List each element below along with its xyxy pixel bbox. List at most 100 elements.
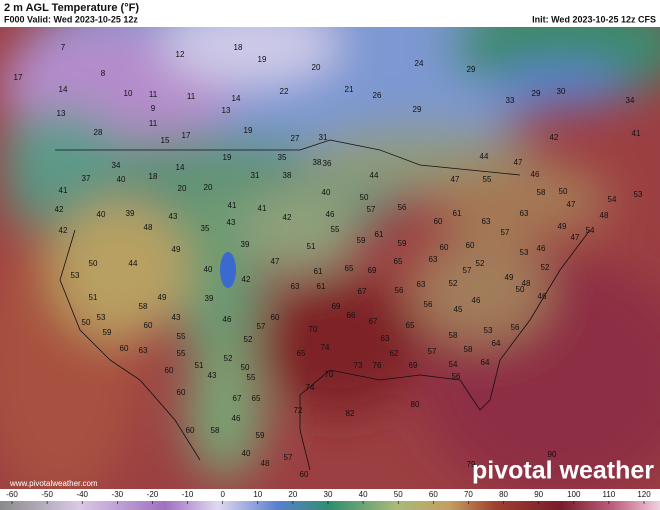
temperature-label: 61 bbox=[453, 209, 462, 218]
temperature-label: 59 bbox=[398, 239, 407, 248]
temperature-label: 8 bbox=[101, 69, 106, 78]
temperature-label: 44 bbox=[370, 171, 379, 180]
temperature-labels: 7 17 8 14 10 11 11 14 12 18 19 20 22 21 24 26 29 9 13 13 11 2… bbox=[14, 43, 643, 479]
temperature-label: 14 bbox=[59, 85, 68, 94]
temperature-label: 47 bbox=[451, 175, 460, 184]
temperature-label: 45 bbox=[454, 305, 463, 314]
temperature-label: 73 bbox=[354, 361, 363, 370]
source-url: www.pivotalweather.com bbox=[9, 479, 98, 488]
temperature-label: 51 bbox=[307, 242, 316, 251]
temperature-label: 13 bbox=[222, 106, 231, 115]
temperature-label: 48 bbox=[600, 211, 609, 220]
temperature-label: 35 bbox=[201, 224, 210, 233]
temperature-label: 58 bbox=[211, 426, 220, 435]
temperature-label: 48 bbox=[261, 459, 270, 468]
temperature-label: 41 bbox=[228, 201, 237, 210]
temperature-label: 34 bbox=[112, 161, 121, 170]
temperature-label: 42 bbox=[242, 275, 251, 284]
temperature-label: 52 bbox=[541, 263, 550, 272]
temperature-label: 57 bbox=[367, 205, 376, 214]
temperature-label: 63 bbox=[291, 282, 300, 291]
colorbar-tick-label: -10 bbox=[182, 490, 194, 499]
temperature-label: 57 bbox=[284, 453, 293, 462]
temperature-label: 22 bbox=[280, 87, 289, 96]
temperature-label: 46 bbox=[537, 244, 546, 253]
temperature-label: 47 bbox=[271, 257, 280, 266]
temperature-label: 44 bbox=[129, 259, 138, 268]
temperature-label: 60 bbox=[466, 241, 475, 250]
temperature-label: 56 bbox=[424, 300, 433, 309]
temperature-label: 80 bbox=[411, 400, 420, 409]
temperature-label: 53 bbox=[634, 190, 643, 199]
temperature-label: 61 bbox=[317, 282, 326, 291]
colorbar-tick-label: 10 bbox=[253, 490, 262, 499]
temperature-label: 55 bbox=[177, 332, 186, 341]
temperature-label: 21 bbox=[345, 85, 354, 94]
temperature-label: 57 bbox=[501, 228, 510, 237]
temperature-label: 41 bbox=[59, 186, 68, 195]
temperature-label: 54 bbox=[586, 226, 595, 235]
temperature-label: 11 bbox=[149, 119, 158, 128]
temperature-label: 51 bbox=[89, 293, 98, 302]
temperature-label: 67 bbox=[358, 287, 367, 296]
colorbar bbox=[0, 501, 660, 510]
temperature-label: 53 bbox=[520, 248, 529, 257]
temperature-label: 79 bbox=[467, 460, 476, 469]
temperature-label: 50 bbox=[516, 285, 525, 294]
temperature-label: 59 bbox=[103, 328, 112, 337]
watermark: pivotal weather bbox=[472, 457, 654, 485]
temperature-label: 65 bbox=[297, 349, 306, 358]
temperature-label: 20 bbox=[178, 184, 187, 193]
temperature-label: 13 bbox=[57, 109, 66, 118]
colorbar-ticks: -60 -50 -40 -30 -20 -10 0 10 20 30 40 50 60 70 80 90 100… bbox=[6, 490, 651, 504]
temperature-label: 47 bbox=[571, 233, 580, 242]
temperature-label: 60 bbox=[165, 366, 174, 375]
temperature-label: 56 bbox=[395, 286, 404, 295]
temperature-label: 38 bbox=[313, 158, 322, 167]
temperature-label: 60 bbox=[300, 470, 309, 479]
temperature-label: 57 bbox=[463, 266, 472, 275]
temperature-label: 40 bbox=[204, 265, 213, 274]
temperature-label: 52 bbox=[224, 354, 233, 363]
colorbar-tick-label: -20 bbox=[147, 490, 159, 499]
temperature-label: 34 bbox=[626, 96, 635, 105]
temperature-label: 46 bbox=[531, 170, 540, 179]
temperature-label: 56 bbox=[398, 203, 407, 212]
temperature-label: 59 bbox=[256, 431, 265, 440]
temperature-label: 54 bbox=[449, 360, 458, 369]
temperature-label: 14 bbox=[232, 94, 241, 103]
temperature-label: 29 bbox=[532, 89, 541, 98]
temperature-label: 63 bbox=[139, 346, 148, 355]
temperature-label: 53 bbox=[71, 271, 80, 280]
temperature-label: 43 bbox=[169, 212, 178, 221]
temperature-label: 46 bbox=[326, 210, 335, 219]
temperature-label: 56 bbox=[452, 372, 461, 381]
temperature-label: 58 bbox=[139, 302, 148, 311]
temperature-label: 30 bbox=[557, 87, 566, 96]
temperature-label: 42 bbox=[550, 133, 559, 142]
temperature-label: 9 bbox=[151, 104, 156, 113]
temperature-label: 48 bbox=[144, 223, 153, 232]
temperature-label: 49 bbox=[158, 293, 167, 302]
temperature-label: 40 bbox=[97, 210, 106, 219]
temperature-label: 37 bbox=[82, 174, 91, 183]
temperature-label: 15 bbox=[161, 136, 170, 145]
temperature-label: 55 bbox=[247, 373, 256, 382]
temperature-label: 38 bbox=[283, 171, 292, 180]
temperature-label: 24 bbox=[415, 59, 424, 68]
temperature-label: 90 bbox=[548, 450, 557, 459]
colorbar-tick-label: 20 bbox=[288, 490, 297, 499]
temperature-label: 62 bbox=[390, 349, 399, 358]
temperature-label: 52 bbox=[449, 279, 458, 288]
temperature-label: 40 bbox=[242, 449, 251, 458]
temperature-label: 70 bbox=[325, 370, 334, 379]
temperature-label: 74 bbox=[306, 383, 315, 392]
temperature-label: 41 bbox=[258, 204, 267, 213]
temperature-label: 50 bbox=[559, 187, 568, 196]
temperature-label: 63 bbox=[429, 255, 438, 264]
temperature-label: 46 bbox=[472, 296, 481, 305]
temperature-label: 50 bbox=[360, 193, 369, 202]
temperature-label: 59 bbox=[357, 236, 366, 245]
temperature-label: 40 bbox=[117, 175, 126, 184]
temperature-label: 58 bbox=[449, 331, 458, 340]
